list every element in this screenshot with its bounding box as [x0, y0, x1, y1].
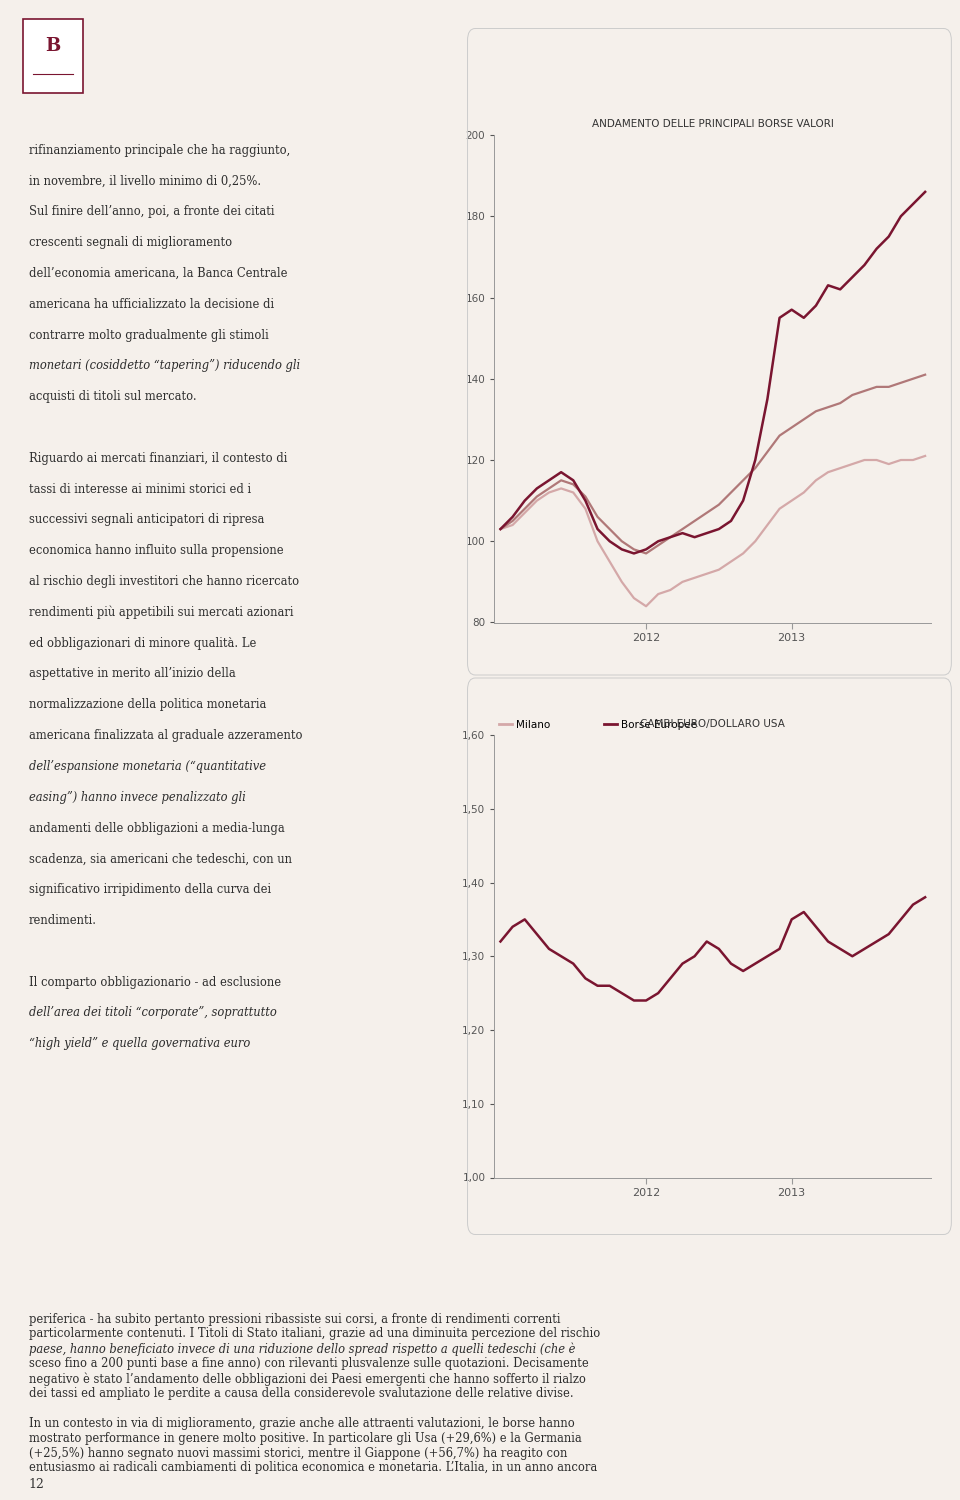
Text: ed obbligazionari di minore qualità. Le: ed obbligazionari di minore qualità. Le [29, 636, 256, 650]
Text: Il comparto obbligazionario - ad esclusione: Il comparto obbligazionario - ad esclusi… [29, 975, 281, 988]
Text: significativo irripidimento della curva dei: significativo irripidimento della curva … [29, 884, 271, 896]
Text: rendimenti più appetibili sui mercati azionari: rendimenti più appetibili sui mercati az… [29, 606, 294, 619]
Text: easing”) hanno invece penalizzato gli: easing”) hanno invece penalizzato gli [29, 790, 246, 804]
Text: al rischio degli investitori che hanno ricercato: al rischio degli investitori che hanno r… [29, 574, 299, 588]
Text: in novembre, il livello minimo di 0,25%.: in novembre, il livello minimo di 0,25%. [29, 174, 261, 188]
Text: dell’espansione monetaria (“quantitative: dell’espansione monetaria (“quantitative [29, 760, 266, 772]
Text: (+25,5%) hanno segnato nuovi massimi storici, mentre il Giappone (+56,7%) ha rea: (+25,5%) hanno segnato nuovi massimi sto… [29, 1446, 567, 1460]
Text: contrarre molto gradualmente gli stimoli: contrarre molto gradualmente gli stimoli [29, 328, 269, 342]
Text: entusiasmo ai radicali cambiamenti di politica economica e monetaria. L’Italia, : entusiasmo ai radicali cambiamenti di po… [29, 1461, 597, 1474]
Text: B: B [45, 38, 60, 56]
Text: scadenza, sia americani che tedeschi, con un: scadenza, sia americani che tedeschi, co… [29, 852, 292, 865]
Text: dei tassi ed ampliato le perdite a causa della considerevole svalutazione delle : dei tassi ed ampliato le perdite a causa… [29, 1388, 573, 1400]
Title: ANDAMENTO DELLE PRINCIPALI BORSE VALORI: ANDAMENTO DELLE PRINCIPALI BORSE VALORI [592, 118, 833, 129]
Text: successivi segnali anticipatori di ripresa: successivi segnali anticipatori di ripre… [29, 513, 264, 526]
Text: sceso fino a 200 punti base a fine anno) con rilevanti plusvalenze sulle quotazi: sceso fino a 200 punti base a fine anno)… [29, 1358, 588, 1370]
Text: mostrato performance in genere molto positive. In particolare gli Usa (+29,6%) e: mostrato performance in genere molto pos… [29, 1431, 582, 1444]
Title: CAMBI EURO/DOLLARO USA: CAMBI EURO/DOLLARO USA [640, 718, 785, 729]
Text: particolarmente contenuti. I Titoli di Stato italiani, grazie ad una diminuita p: particolarmente contenuti. I Titoli di S… [29, 1328, 600, 1341]
Text: rendimenti.: rendimenti. [29, 914, 97, 927]
Text: Riguardo ai mercati finanziari, il contesto di: Riguardo ai mercati finanziari, il conte… [29, 452, 287, 465]
Text: crescenti segnali di miglioramento: crescenti segnali di miglioramento [29, 236, 232, 249]
Text: dell’economia americana, la Banca Centrale: dell’economia americana, la Banca Centra… [29, 267, 287, 280]
Text: paese, hanno beneficiato invece di una riduzione dello spread rispetto a quelli : paese, hanno beneficiato invece di una r… [29, 1342, 575, 1356]
Text: Sul finire dell’anno, poi, a fronte dei citati: Sul finire dell’anno, poi, a fronte dei … [29, 206, 275, 219]
Text: economica hanno influito sulla propensione: economica hanno influito sulla propensio… [29, 544, 283, 556]
Text: In un contesto in via di miglioramento, grazie anche alle attraenti valutazioni,: In un contesto in via di miglioramento, … [29, 1418, 574, 1430]
Text: aspettative in merito all’inizio della: aspettative in merito all’inizio della [29, 668, 235, 681]
Text: negativo è stato l’andamento delle obbligazioni dei Paesi emergenti che hanno so: negativo è stato l’andamento delle obbli… [29, 1372, 586, 1386]
Text: acquisti di titoli sul mercato.: acquisti di titoli sul mercato. [29, 390, 197, 404]
Text: americana ha ufficializzato la decisione di: americana ha ufficializzato la decisione… [29, 297, 274, 310]
Text: “high yield” e quella governativa euro: “high yield” e quella governativa euro [29, 1036, 250, 1050]
Text: rifinanziamento principale che ha raggiunto,: rifinanziamento principale che ha raggiu… [29, 144, 290, 156]
Text: tassi di interesse ai minimi storici ed i: tassi di interesse ai minimi storici ed … [29, 483, 251, 495]
Text: monetari (cosiddetto “tapering”) riducendo gli: monetari (cosiddetto “tapering”) riducen… [29, 360, 300, 372]
Text: americana finalizzata al graduale azzeramento: americana finalizzata al graduale azzera… [29, 729, 302, 742]
Text: normalizzazione della politica monetaria: normalizzazione della politica monetaria [29, 699, 266, 711]
Legend: Milano, New York (S&P), Borse Europee: Milano, New York (S&P), Borse Europee [495, 716, 701, 748]
Text: andamenti delle obbligazioni a media-lunga: andamenti delle obbligazioni a media-lun… [29, 822, 284, 834]
FancyBboxPatch shape [23, 20, 84, 93]
Text: periferica - ha subito pertanto pressioni ribassiste sui corsi, a fronte di rend: periferica - ha subito pertanto pression… [29, 1312, 561, 1326]
Text: 12: 12 [29, 1479, 45, 1491]
Text: dell’area dei titoli “corporate”, soprattutto: dell’area dei titoli “corporate”, soprat… [29, 1007, 276, 1020]
